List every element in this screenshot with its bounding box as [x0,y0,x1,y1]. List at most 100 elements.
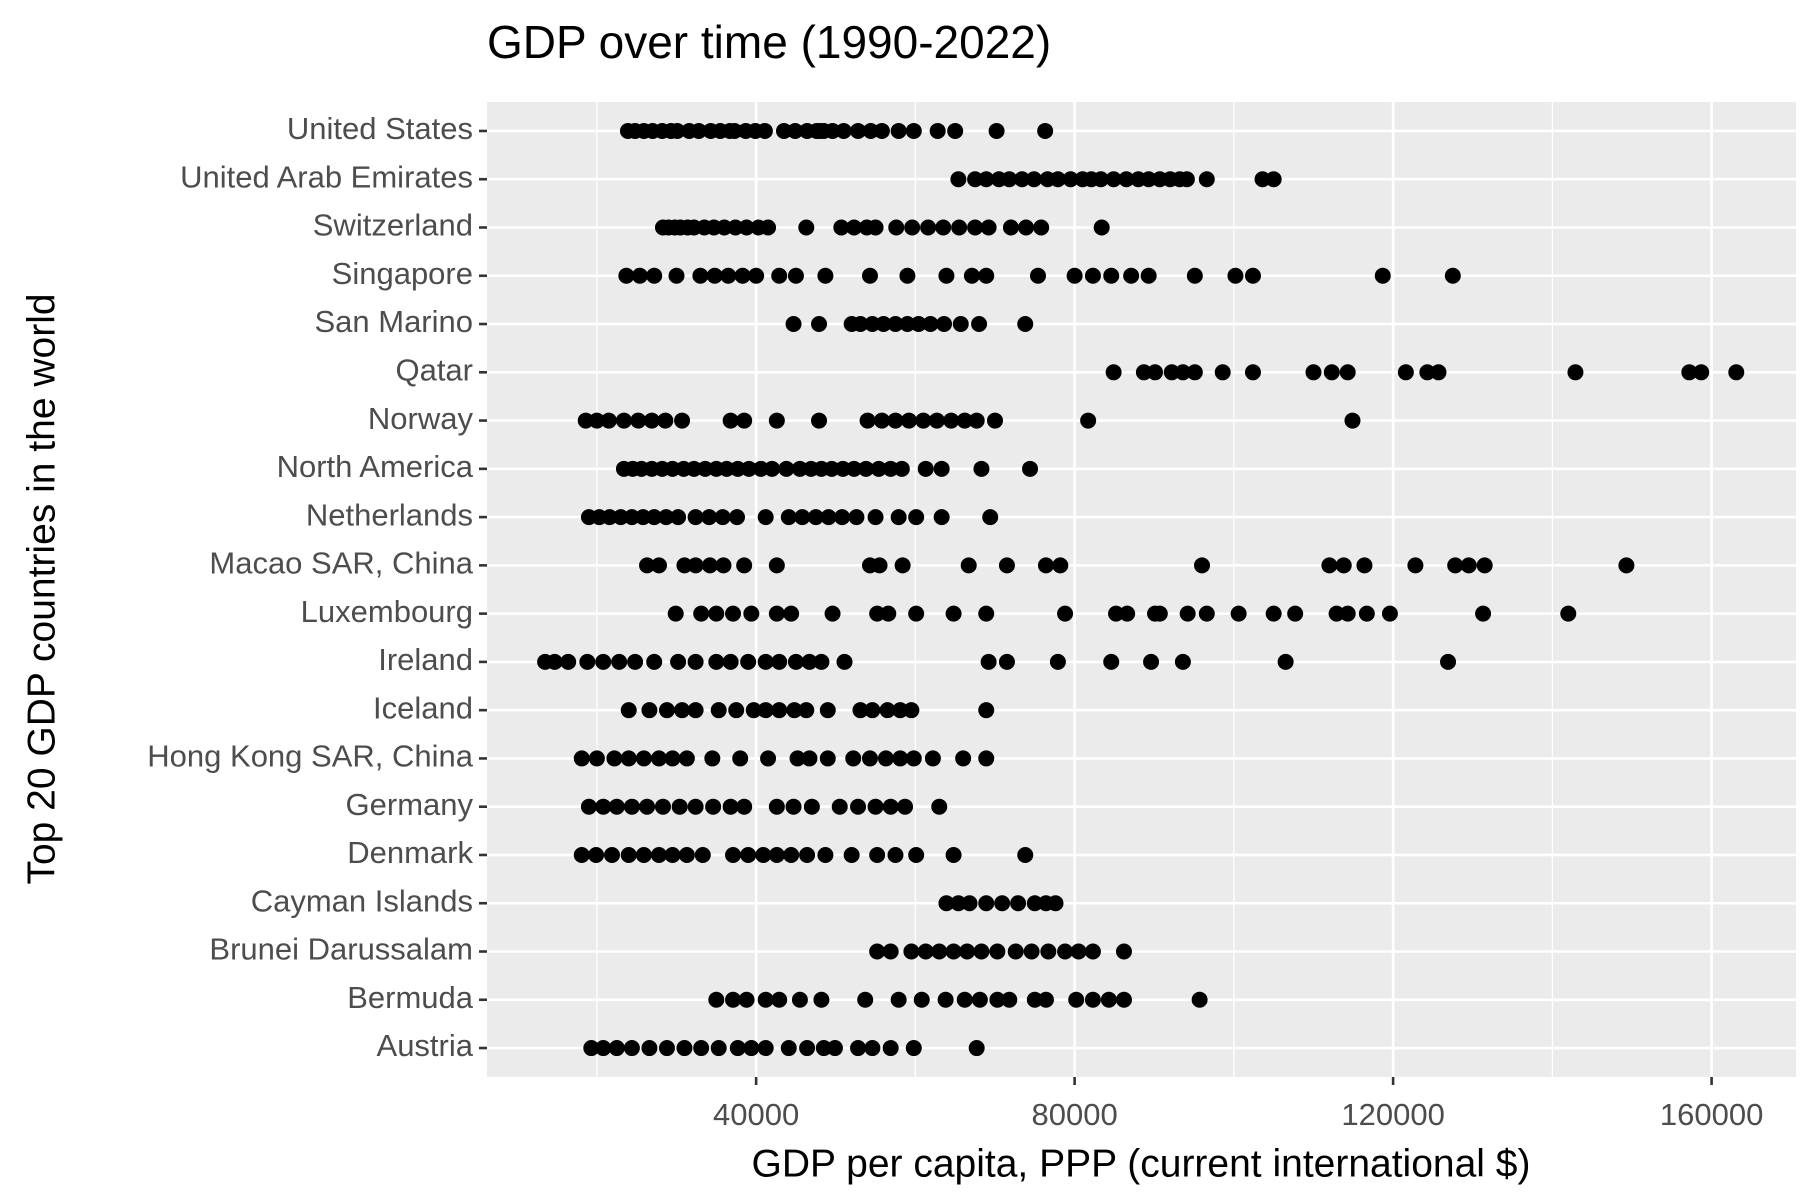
point [757,509,774,526]
point [834,460,851,477]
point [933,460,950,477]
point [846,460,863,477]
point [1178,171,1195,188]
point [573,846,590,863]
point [669,122,686,139]
point [798,219,815,236]
point [768,605,785,622]
point [778,460,795,477]
point [967,219,984,236]
point [740,460,757,477]
point [986,412,1003,429]
y-tick-label: Iceland [373,690,473,725]
point [757,702,774,719]
point [1339,605,1356,622]
point [1198,605,1215,622]
point [908,509,925,526]
point [1140,267,1157,284]
point [947,122,964,139]
point [904,219,921,236]
point [794,509,811,526]
y-tick-label: Austria [377,1028,474,1063]
y-tick-label: Cayman Islands [251,883,473,918]
point [650,557,667,574]
point [864,702,881,719]
point [722,412,739,429]
point [667,605,684,622]
point [658,1040,675,1057]
point [967,171,984,188]
chart-title: GDP over time (1990-2022) [487,16,1051,68]
point [654,798,671,815]
point [1198,171,1215,188]
point [811,316,828,333]
point [743,605,760,622]
point [908,846,925,863]
point [950,895,967,912]
point [864,1040,881,1057]
point [913,991,930,1008]
point [635,846,652,863]
point [858,460,875,477]
point [791,991,808,1008]
point [623,509,640,526]
point [905,750,922,767]
point [1014,171,1031,188]
point [775,122,792,139]
point [978,605,995,622]
point [1026,171,1043,188]
point [978,750,995,767]
point [813,653,830,670]
point [1174,653,1191,670]
point [791,460,808,477]
point [618,267,635,284]
point [798,702,815,719]
point [833,219,850,236]
point [811,412,828,429]
y-tick-label: Denmark [347,835,473,870]
point [892,702,909,719]
point [807,509,824,526]
point [1179,605,1196,622]
point [915,412,932,429]
point [580,798,597,815]
point [1026,991,1043,1008]
point [1321,557,1338,574]
point [920,219,937,236]
point [846,219,863,236]
point [738,991,755,1008]
point [630,412,647,429]
point [1374,267,1391,284]
point [686,460,703,477]
point [867,509,884,526]
point [606,750,623,767]
point [690,122,707,139]
point [727,219,744,236]
point [1057,605,1074,622]
point [764,460,781,477]
point [620,702,637,719]
point [1174,364,1191,381]
x-tick-label: 160000 [1660,1097,1763,1132]
point [725,991,742,1008]
x-tick-label: 40000 [713,1097,799,1132]
point [1305,364,1322,381]
point [1052,557,1069,574]
point [850,122,867,139]
point [615,412,632,429]
y-tick-label: Ireland [378,642,473,677]
point [922,316,939,333]
point [905,1040,922,1057]
point [595,1040,612,1057]
point [959,943,976,960]
point [968,412,985,429]
point [785,316,802,333]
point [908,605,925,622]
point [1037,557,1054,574]
point [705,798,722,815]
point [824,122,841,139]
y-tick-label: Germany [346,787,474,822]
point [956,412,973,429]
point [693,605,710,622]
x-tick-label: 120000 [1341,1097,1444,1132]
